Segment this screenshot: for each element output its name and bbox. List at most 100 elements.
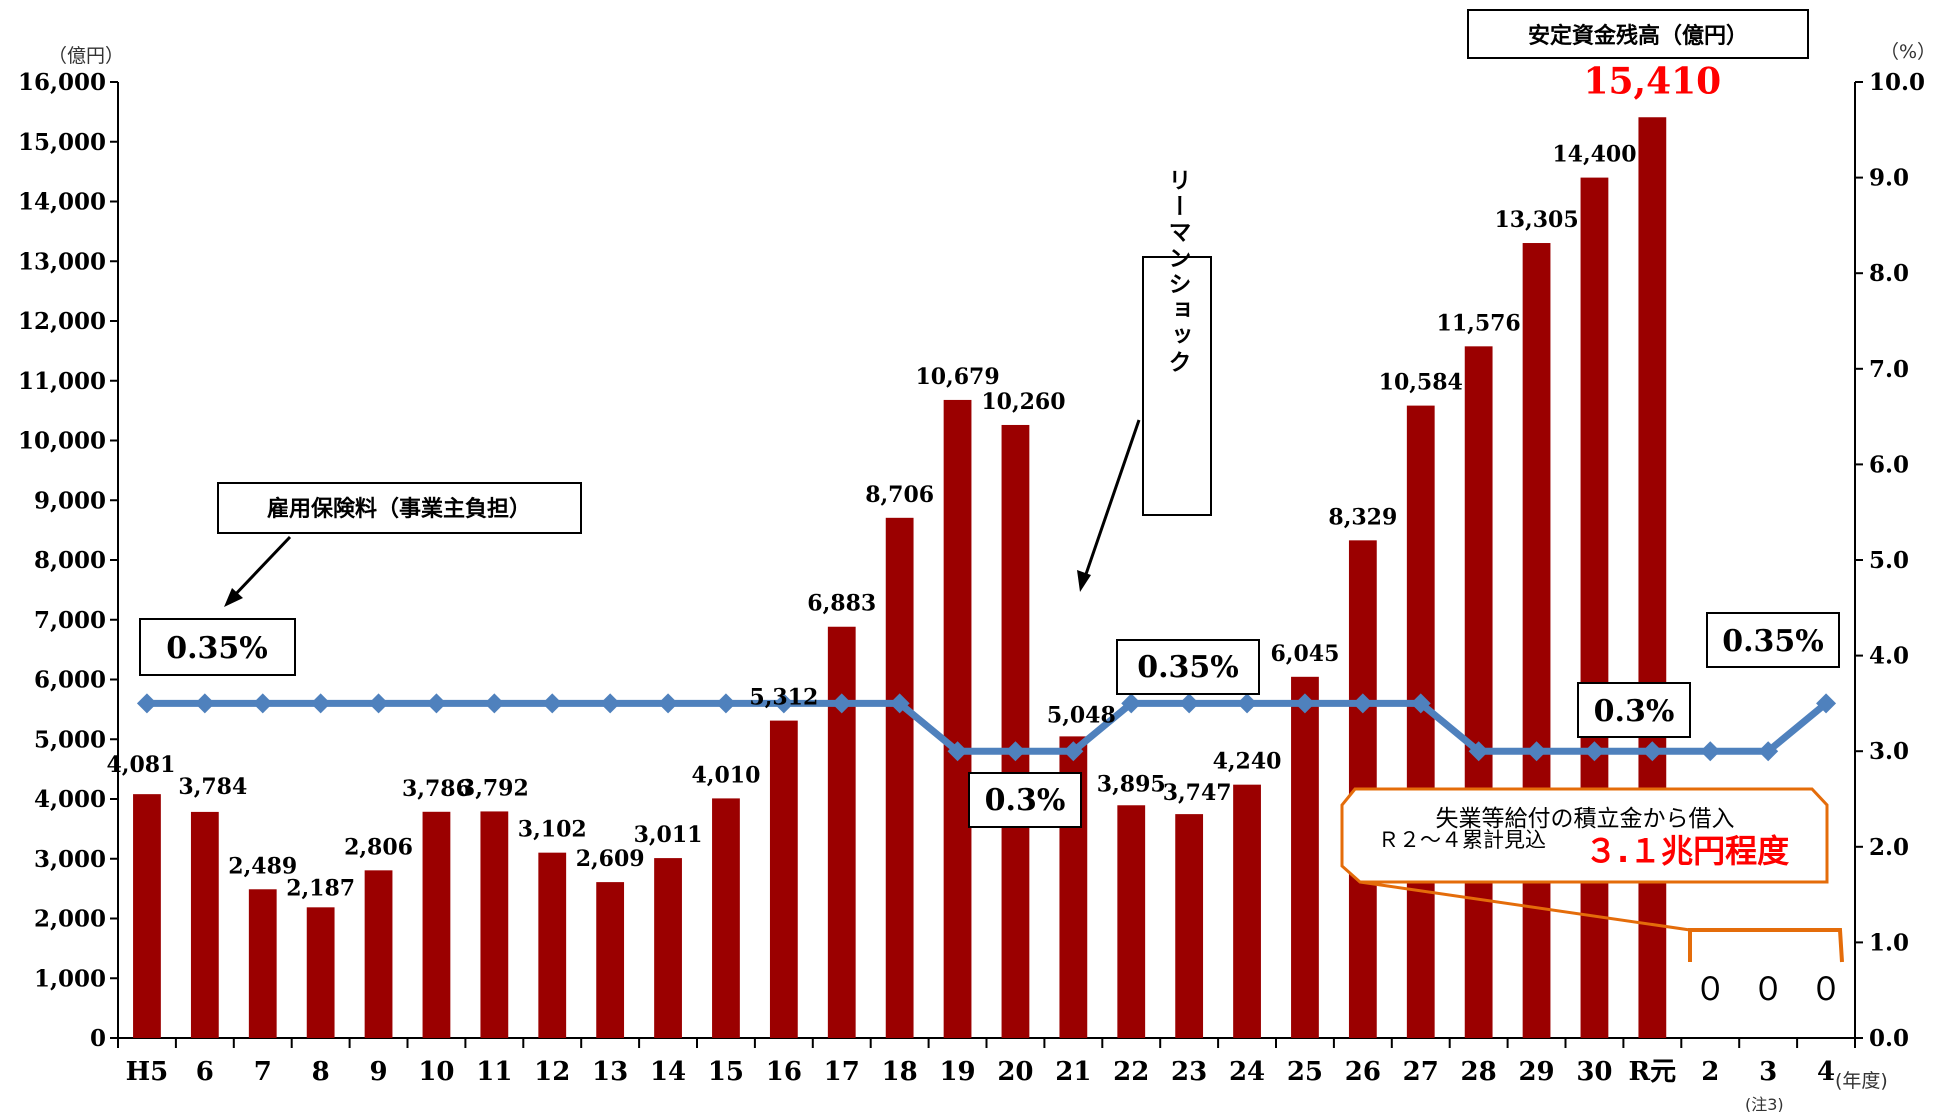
bar-value-label: 3,011 — [634, 822, 703, 848]
rate-point — [1758, 741, 1779, 762]
rate-box-4 — [1577, 682, 1691, 738]
x-tick-label: 25 — [1287, 1057, 1323, 1087]
borrow-callout — [1340, 787, 1829, 884]
left-tick-label: 0 — [90, 1025, 106, 1052]
left-axis-unit: （億円） — [48, 45, 124, 67]
bar-value-label: 5,048 — [1047, 702, 1116, 728]
bar — [364, 870, 393, 1038]
rate-point — [1294, 693, 1315, 714]
borrow-amount: ３.１兆円程度 — [1585, 832, 1789, 870]
rate-point — [1005, 741, 1026, 762]
bar-value-label: 13,305 — [1494, 207, 1578, 233]
rate-point — [426, 693, 447, 714]
bar-value-label: 4,240 — [1213, 749, 1282, 775]
bar-value-label: 6,883 — [807, 591, 876, 617]
x-tick-label: 30 — [1576, 1057, 1612, 1087]
bar-value-label: 6,045 — [1271, 641, 1340, 667]
rate-label-3: 0.35% — [1137, 650, 1239, 685]
bar-value-label: 2,609 — [576, 846, 645, 872]
left-tick-label: 9,000 — [34, 487, 106, 514]
rate-point — [310, 693, 331, 714]
rate-point — [773, 693, 794, 714]
right-tick-label: 5.0 — [1869, 547, 1909, 574]
left-tick-label: 5,000 — [34, 726, 106, 753]
bar — [1464, 346, 1493, 1039]
x-axis-unit: (年度) — [1835, 1070, 1888, 1092]
bar-value-label: 10,679 — [915, 364, 999, 390]
bar-value-label: 2,187 — [286, 875, 355, 901]
event-box — [1142, 256, 1212, 516]
bar — [1406, 405, 1435, 1039]
bar — [248, 889, 277, 1038]
x-tick-label: 15 — [708, 1057, 744, 1087]
rate-point — [1584, 741, 1605, 762]
bar — [306, 907, 335, 1038]
rate-point — [1063, 741, 1084, 762]
rate-point — [1468, 741, 1489, 762]
right-tick-label: 1.0 — [1869, 929, 1909, 956]
left-tick-label: 10,000 — [18, 428, 106, 455]
bar — [827, 626, 856, 1038]
rate-box-3 — [1116, 639, 1260, 695]
bar-value-label: 14,400 — [1552, 142, 1636, 168]
rate-box-5 — [1706, 612, 1840, 668]
rate-point — [194, 693, 215, 714]
bar — [1175, 814, 1204, 1038]
x-tick-label: 10 — [418, 1057, 454, 1087]
x-tick-label: 8 — [312, 1057, 330, 1087]
bar-value-label: 8,329 — [1328, 504, 1397, 530]
right-tick-label: 2.0 — [1869, 834, 1909, 861]
right-tick-label: 10.0 — [1869, 69, 1925, 96]
rate-point — [1410, 693, 1431, 714]
x-tick-label: 19 — [939, 1057, 975, 1087]
bar — [1001, 424, 1030, 1039]
x-tick-label: 26 — [1345, 1057, 1381, 1087]
bar-value-label: 3,792 — [460, 775, 529, 801]
bar-value-label: 4,010 — [692, 762, 761, 788]
right-tick-label: 0.0 — [1869, 1025, 1909, 1052]
line-legend-arrowhead — [224, 588, 243, 607]
rate-point — [1352, 693, 1373, 714]
right-tick-label: 7.0 — [1869, 356, 1909, 383]
left-tick-label: 6,000 — [34, 667, 106, 694]
rate-point — [1179, 693, 1200, 714]
x-tick-label: H5 — [126, 1057, 169, 1087]
rate-label-1: 0.35% — [166, 631, 268, 666]
rate-point — [484, 693, 505, 714]
line-legend-label: 雇用保険料（事業主負担） — [267, 496, 531, 522]
bar — [133, 794, 161, 1038]
bar — [769, 720, 798, 1038]
bar-value-label: 3,747 — [1163, 780, 1232, 806]
rate-label-2: 0.3% — [985, 783, 1066, 818]
x-tick-label: 16 — [766, 1057, 802, 1087]
bar-legend-box — [1467, 9, 1809, 59]
x-tick-label: 4 — [1817, 1057, 1835, 1087]
bar — [422, 811, 451, 1038]
x-tick-label: 13 — [592, 1057, 628, 1087]
x-tick-label: 17 — [824, 1057, 860, 1087]
bar-value-label: ０ — [1810, 970, 1842, 1008]
rate-point — [136, 693, 157, 714]
x-tick-label: 14 — [650, 1057, 686, 1087]
x-tick-label: 22 — [1113, 1057, 1149, 1087]
bar — [1117, 805, 1146, 1038]
bar-value-label: 3,784 — [178, 774, 247, 800]
rate-point — [1121, 693, 1142, 714]
bar — [1291, 676, 1319, 1038]
left-tick-label: 2,000 — [34, 906, 106, 933]
rate-point — [252, 693, 273, 714]
rate-label-4: 0.3% — [1594, 694, 1675, 729]
left-tick-label: 4,000 — [34, 786, 106, 813]
x-tick-label: R元 — [1629, 1057, 1677, 1087]
x-tick-label: 11 — [476, 1057, 512, 1087]
x-tick-label: 27 — [1403, 1057, 1439, 1087]
bar-value-label: 10,584 — [1379, 370, 1463, 396]
bar — [480, 811, 509, 1038]
rate-box-1 — [139, 618, 296, 676]
bar — [538, 852, 567, 1038]
left-tick-label: 14,000 — [18, 189, 106, 216]
x-tick-label: 2 — [1701, 1057, 1719, 1087]
x-axis-note: (注3) — [1745, 1095, 1784, 1112]
rate-label-5: 0.35% — [1722, 624, 1824, 659]
borrow-bracket — [1688, 928, 1844, 963]
